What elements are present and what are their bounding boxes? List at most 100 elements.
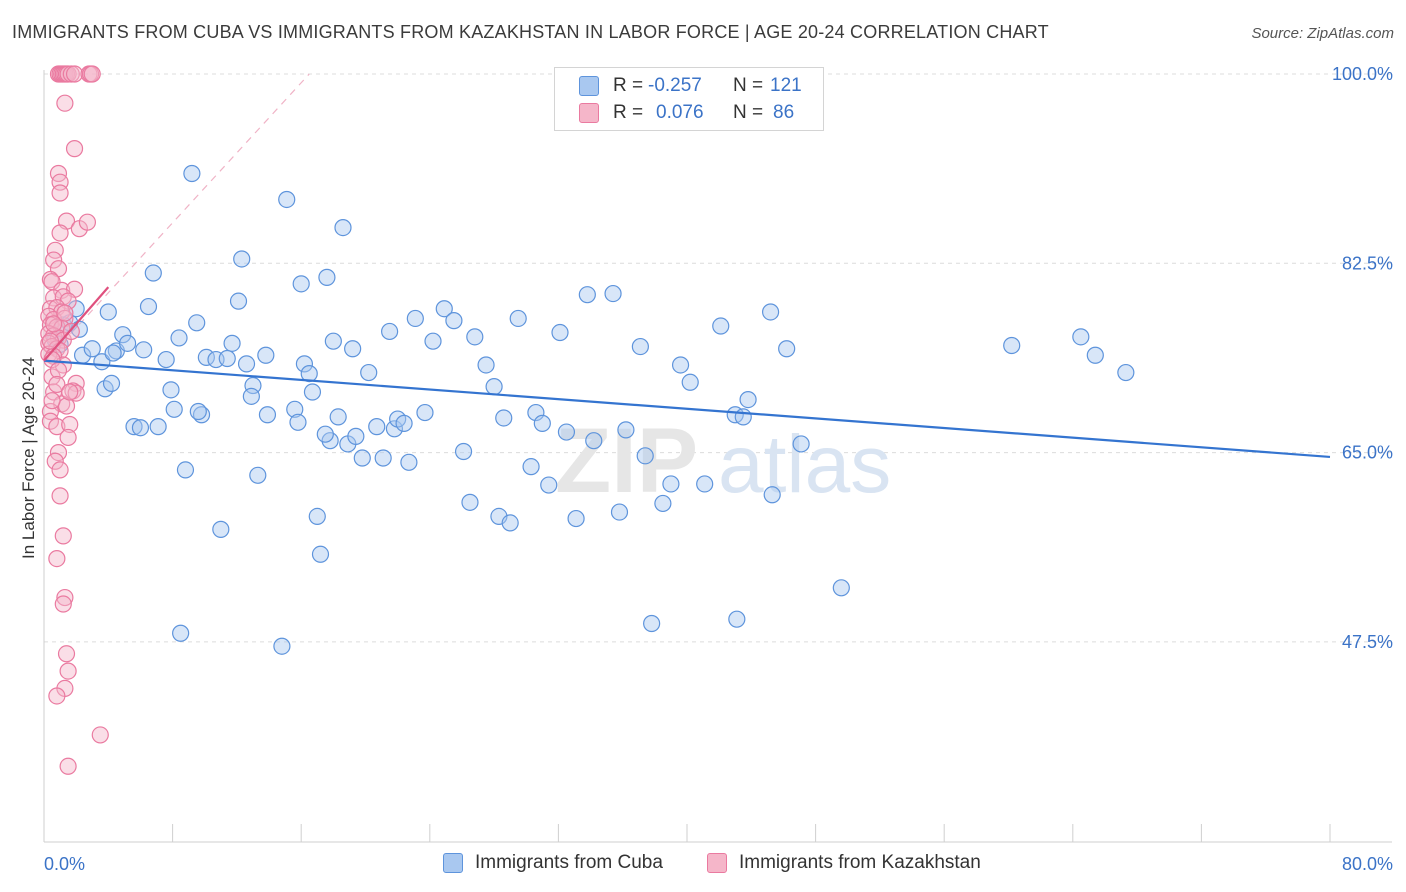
trend-lines [43,286,1331,459]
kazakhstan-point [49,164,68,183]
watermark: ZIP atlas [555,410,891,512]
cuba-point [102,374,121,392]
kazakhstan-point [56,304,74,322]
cuba-point [395,414,413,432]
x-tick-label: 80.0% [1342,854,1393,874]
cuba-point [610,503,629,521]
legend-swatch-cuba [579,76,599,96]
kazakhstan-points [40,65,109,775]
y-tick-label: 65.0% [1342,443,1393,463]
cuba-point [289,413,307,431]
cuba-point [832,579,850,597]
legend-r-label: R = [613,102,644,123]
cuba-point [1117,363,1135,382]
cuba-point [242,387,260,405]
cuba-point [681,373,699,391]
cuba-point [406,309,424,328]
kazakhstan-point [59,662,77,680]
cuba-point [83,340,101,358]
kazakhstan-point [61,383,79,401]
cuba-point [183,164,201,183]
cuba-point [763,486,781,504]
cuba-point [149,418,167,436]
source-label: Source: ZipAtlas.com [1251,25,1394,42]
cuba-point [237,355,256,373]
y-tick-label: 47.5% [1342,632,1393,652]
cuba-point [295,355,314,373]
cuba-point [533,414,551,432]
kazakhstan-point [54,527,72,545]
cuba-point [192,406,211,424]
tick-labels: 47.5% 65.0% 82.5% 100.0% 0.0% 80.0% [44,64,1393,874]
kazakhstan-point [91,726,109,744]
legend-swatch-kazakhstan [579,103,599,123]
reference-dashed-line [43,73,310,364]
cuba-point [229,292,248,310]
kazakhstan-point [48,375,66,394]
cuba-point [567,509,585,528]
kazakhstan-point [45,315,63,333]
kazakhstan-point [65,140,84,158]
cuba-point [118,334,137,352]
cuba-point [454,442,473,461]
cuba-point [734,408,752,426]
cuba-point [311,545,330,563]
cuba-point [466,328,484,346]
cuba-point [631,337,649,356]
cuba-point [114,326,132,344]
cuba-point [353,449,371,467]
legend-swatch-cuba [443,853,463,873]
kazakhstan-point [51,461,69,479]
cuba-point [135,341,153,359]
cuba-point [162,381,180,399]
kazakhstan-point [41,402,60,421]
kazakhstan-point [61,415,79,434]
cuba-point [278,190,296,209]
kazakhstan-point [51,184,69,202]
watermark-zip: ZIP [555,410,698,512]
axes [43,70,1392,843]
cuba-point [509,309,527,328]
cuba-point [485,378,503,396]
kazakhstan-point [56,94,74,112]
cuba-point [585,432,603,450]
kazakhstan-point [46,452,64,470]
cuba-point [223,334,241,352]
legend-r-value: -0.257 [648,75,702,96]
kazakhstan-point [54,595,72,613]
cuba-point [144,264,162,282]
cuba-point [636,447,654,465]
cuba-point [188,314,206,332]
cuba-point [233,250,251,268]
cuba-point [435,300,453,318]
legend-swatch-kazakhstan [707,853,727,873]
cuba-point [416,403,434,422]
cuba-point [249,466,267,484]
cuba-point [654,494,672,513]
cuba-point [303,383,322,401]
kazakhstan-point [41,332,60,350]
cuba-trend-line [43,359,1331,459]
cuba-point [374,449,392,467]
kazakhstan-point [51,487,69,505]
cuba-point [176,461,195,479]
cuba-point [728,610,746,628]
cuba-point [522,458,540,476]
cuba-point [381,322,399,341]
kazakhstan-point [83,65,101,83]
cuba-point [551,323,569,342]
cuba-point [292,275,310,293]
cuba-point [578,286,596,304]
cuba-point [617,421,635,439]
cuba-point [445,312,463,330]
cuba-point [527,403,545,422]
cuba-point [347,427,365,445]
kazakhstan-point [43,392,61,410]
y-tick-label: 82.5% [1342,253,1393,273]
cuba-point [308,507,326,526]
kazakhstan-point [48,549,66,568]
kazakhstan-point [51,224,69,242]
cuba-point [318,268,336,286]
kazakhstan-point [65,65,84,83]
